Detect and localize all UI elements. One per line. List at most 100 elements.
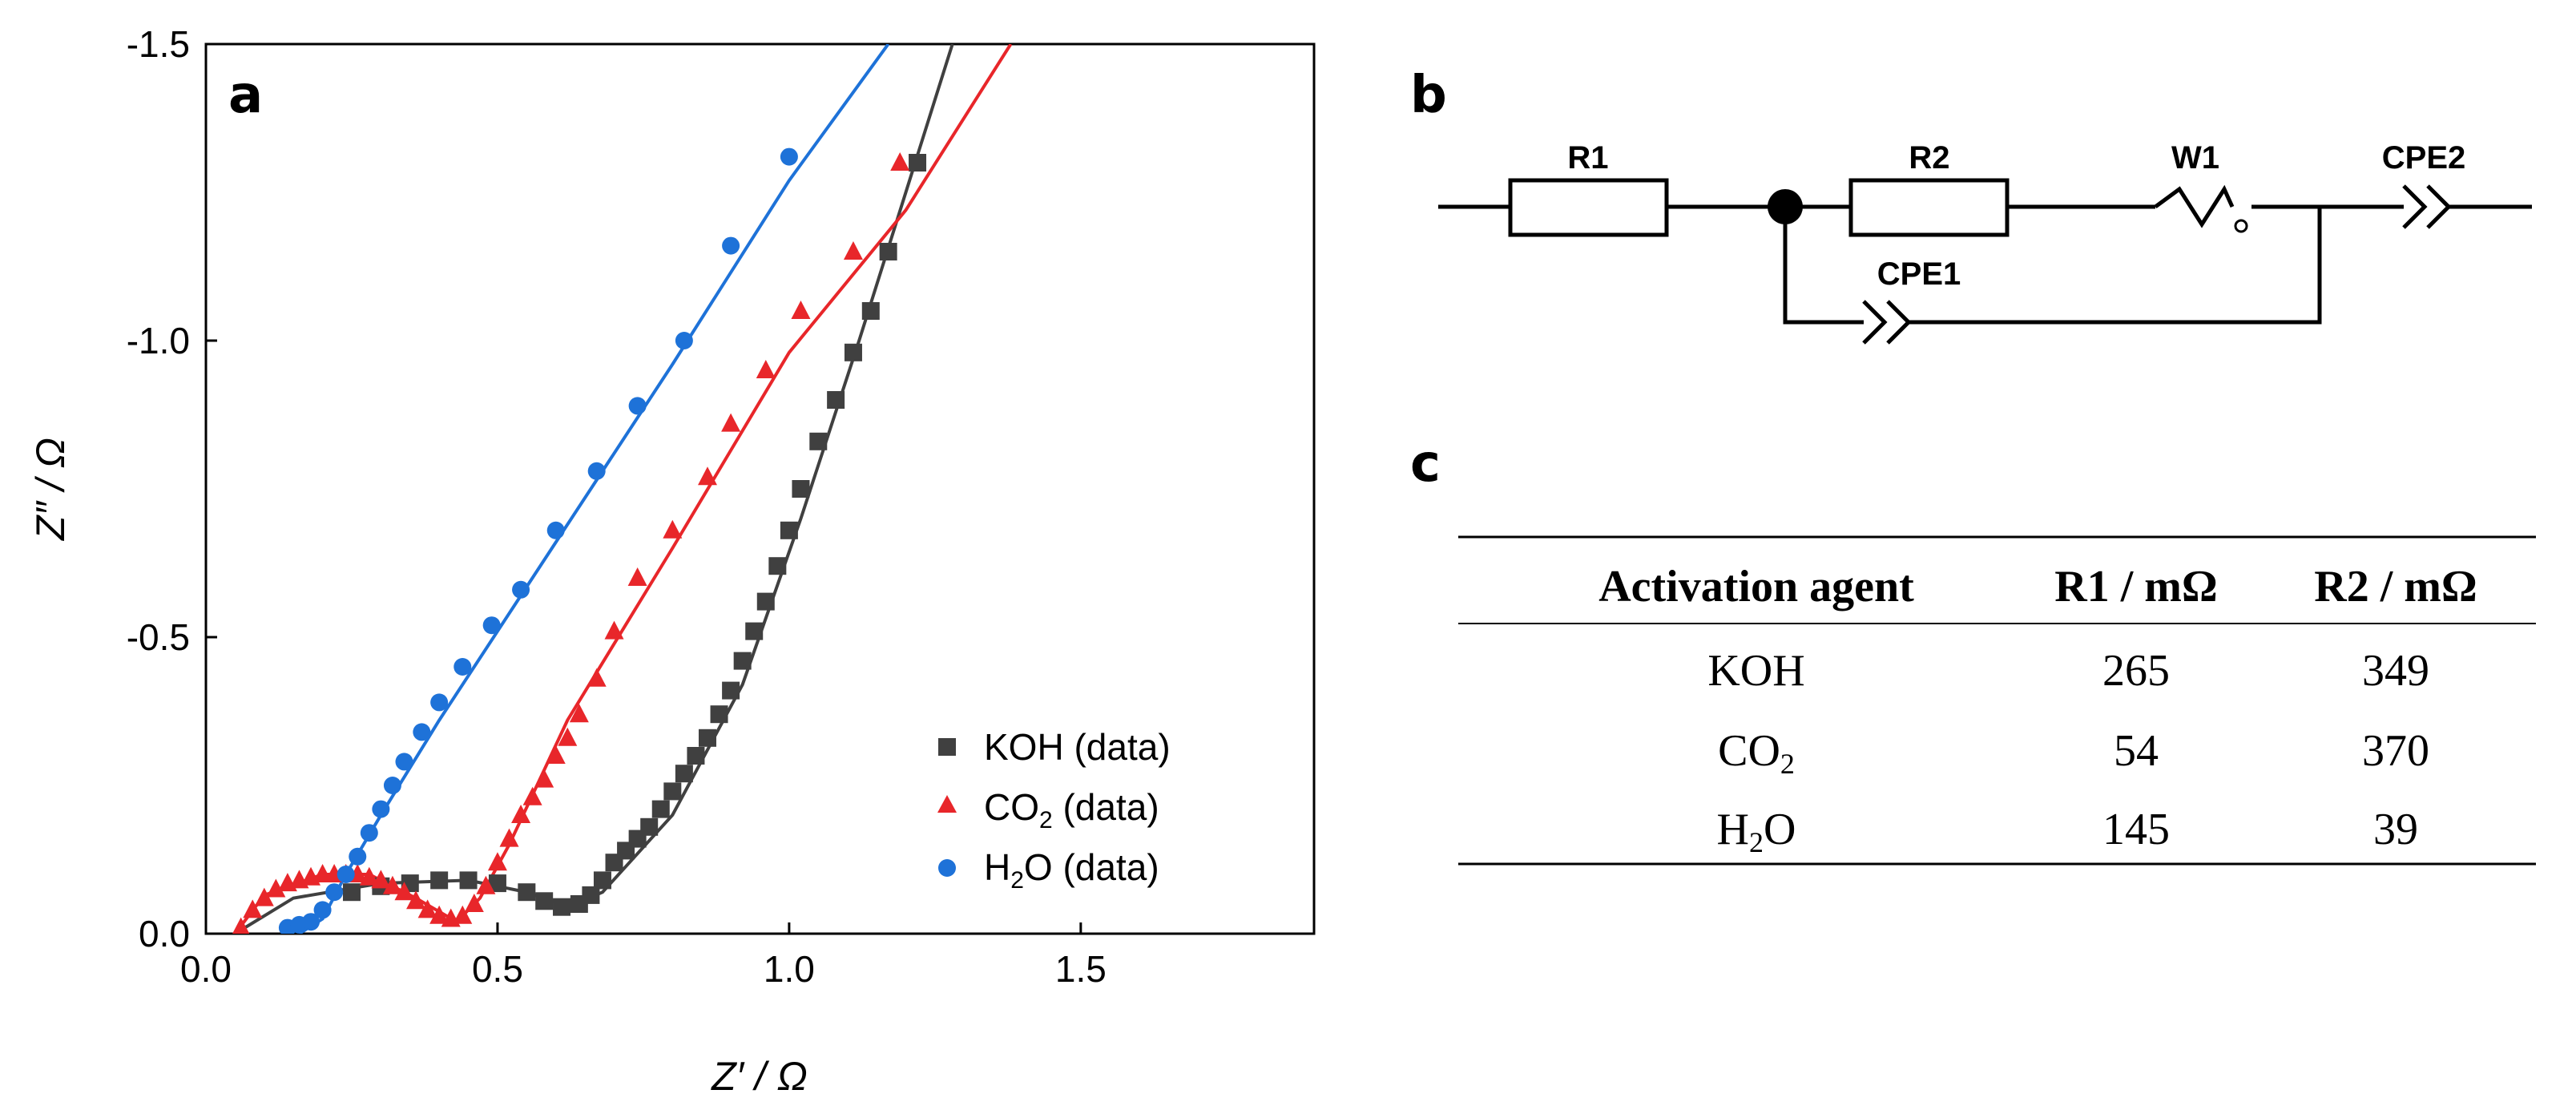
legend-label-h2o: H2O (data) (984, 846, 1159, 894)
table-row-1-agent-main: CO (1718, 726, 1780, 776)
table-row-1-r1: 54 (2114, 726, 2159, 776)
data-point-series-0 (768, 557, 787, 575)
table-row-0-agent-main: KOH (1707, 646, 1804, 696)
label-cpe2: CPE2 (2382, 140, 2466, 176)
data-point-series-1 (453, 905, 473, 924)
data-point-series-1 (254, 887, 274, 906)
data-point-series-1 (406, 890, 426, 910)
legend-label-koh-main: KOH (984, 726, 1064, 768)
data-point-series-1 (243, 899, 263, 918)
data-point-series-1 (587, 668, 607, 687)
panel-label-a: a (228, 66, 263, 125)
table-row-2-r1: 145 (2102, 805, 2170, 854)
legend: KOH (data) CO2 (data) H2O (data) (937, 726, 1171, 894)
legend-label-h2o-main: H (984, 846, 1010, 888)
y-axis-title: Z″ / Ω (28, 438, 73, 541)
data-point-series-0 (722, 681, 740, 700)
data-point-series-0 (733, 652, 752, 670)
table-row-0-r2: 349 (2362, 646, 2429, 696)
table-row-2-agent-sub: 2 (1749, 826, 1764, 858)
legend-label-co2-rest: (data) (1053, 786, 1159, 828)
data-point-series-2 (512, 580, 530, 599)
equivalent-circuit: b R1 R2 W1 CPE2 CPE1 (1410, 66, 2532, 345)
plot-frame (204, 42, 1316, 935)
data-point-series-2 (349, 847, 367, 866)
cpe2-element-b (2426, 184, 2452, 229)
data-point-series-0 (745, 622, 764, 640)
data-point-series-0 (553, 898, 571, 916)
legend-marker-co2 (937, 795, 957, 813)
data-point-series-1 (534, 769, 554, 788)
label-cpe1: CPE1 (1877, 256, 1961, 292)
data-point-series-2 (383, 777, 401, 794)
data-point-series-2 (780, 147, 798, 166)
cpe1-element-b (1886, 300, 1912, 345)
data-point-series-0 (518, 883, 536, 902)
cpe2-element-a (2402, 184, 2428, 229)
x-tick-label: 1.0 (764, 948, 815, 990)
data-point-series-2 (325, 883, 344, 902)
data-point-series-1 (604, 620, 624, 640)
data-point-series-1 (546, 745, 566, 764)
warburg-marker (2234, 219, 2248, 233)
data-point-series-1 (522, 786, 542, 805)
data-point-series-0 (756, 592, 775, 611)
data-point-series-1 (476, 875, 496, 894)
table-header-agent: Activation agent (1598, 562, 1914, 611)
data-point-series-0 (698, 729, 716, 747)
data-point-series-0 (844, 343, 862, 361)
data-point-series-1 (371, 870, 391, 889)
data-point-series-0 (687, 747, 705, 765)
data-point-series-2 (587, 462, 606, 480)
data-point-series-0 (909, 154, 927, 172)
legend-label-h2o-rest: O (data) (1024, 846, 1159, 888)
data-point-series-1 (499, 828, 519, 847)
table-row-2-agent: H2O (1717, 805, 1796, 858)
data-point-series-1 (663, 519, 683, 539)
table-row-1-agent: CO2 (1718, 726, 1795, 780)
data-point-series-1 (417, 899, 437, 918)
table-row-0-r1: 265 (2102, 646, 2170, 696)
data-point-series-0 (861, 302, 880, 320)
resistor-r1 (1508, 178, 1669, 237)
fit-line-series-0 (234, 44, 954, 934)
axis-ticks: 0.0 0.5 1.0 1.5 0.0 -0.5 -1.0 -1.5 (127, 23, 1107, 990)
data-point-series-2 (628, 397, 647, 415)
data-point-series-1 (266, 878, 286, 898)
nyquist-plot: 0.0 0.5 1.0 1.5 0.0 -0.5 -1.0 -1.5 a Z′ / Ω Z″ … (28, 23, 1316, 1099)
table-header-r1: R1 / mΩ (2054, 562, 2218, 611)
legend-marker-koh (938, 738, 956, 756)
panel-label-b: b (1410, 66, 1447, 125)
data-point-series-1 (791, 301, 811, 319)
y-tick-label: 0.0 (139, 913, 190, 955)
label-w1: W1 (2171, 140, 2219, 176)
data-point-series-0 (342, 883, 361, 902)
table-row-2-agent-main: H (1717, 805, 1749, 854)
data-point-series-1 (569, 704, 589, 723)
legend-label-co2: CO2 (data) (984, 786, 1159, 833)
data-point-series-0 (430, 871, 449, 890)
y-tick-label: -1.0 (127, 320, 190, 361)
data-point-series-0 (582, 886, 600, 904)
data-point-series-1 (558, 727, 578, 746)
resistor-r2 (1848, 178, 2010, 237)
data-point-series-2 (675, 332, 693, 349)
fit-line-series-2 (298, 44, 890, 934)
data-point-series-1 (394, 882, 414, 901)
data-point-series-1 (382, 875, 402, 894)
data-point-series-2 (430, 693, 449, 712)
fit-line-series-1 (233, 44, 1013, 934)
circuit-node (1768, 189, 1803, 224)
data-point-series-1 (429, 905, 449, 924)
data-point-series-2 (337, 866, 355, 883)
wire-parallel-branch (1783, 207, 1864, 325)
data-point-series-2 (413, 723, 431, 741)
resistance-table: c Activation agent R1 / mΩ R2 / mΩ KOH 2… (1410, 434, 2536, 866)
data-point-series-2 (482, 616, 501, 635)
data-point-series-1 (464, 894, 484, 912)
wire-parallel-return (1909, 207, 2322, 325)
legend-label-co2-main: CO (984, 786, 1039, 828)
data-point-series-1 (843, 241, 863, 260)
panel-label-c: c (1410, 434, 1441, 494)
